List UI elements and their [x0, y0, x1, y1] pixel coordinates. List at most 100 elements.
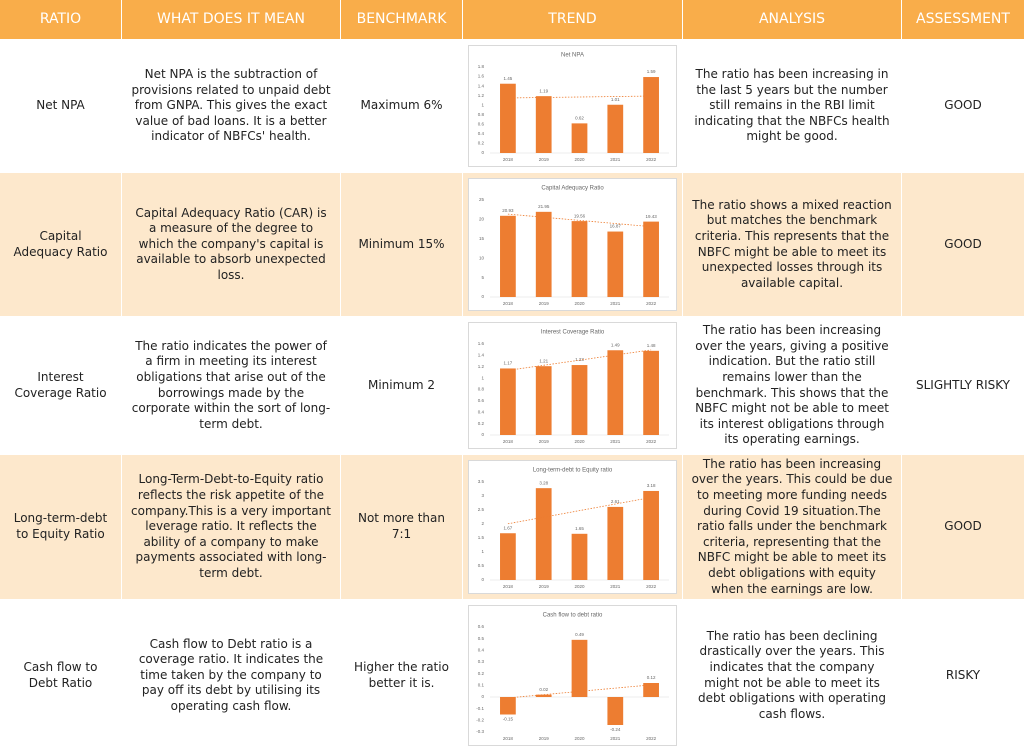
x-tick-label: 2022	[646, 439, 657, 444]
column-header: WHAT DOES IT MEAN	[122, 0, 340, 39]
bar	[500, 215, 516, 297]
bar	[500, 533, 516, 580]
ratio-name: Net NPA	[0, 40, 121, 172]
x-tick-label: 2022	[646, 584, 657, 589]
meaning: Long-Term-Debt-to-Equity ratio reflects …	[122, 455, 340, 599]
value-label: 1.65	[575, 526, 584, 531]
y-tick-label: 1	[481, 549, 484, 554]
chart-title: Cash flow to debt ratio	[543, 613, 603, 619]
bar	[607, 697, 624, 725]
value-label: 2.61	[611, 499, 620, 504]
bar	[607, 104, 624, 153]
assessment: RISKY	[902, 600, 1024, 751]
mini-chart: Capital Adequacy Ratio 0 5 10 15 20 25 20.93 201…	[468, 178, 677, 311]
bar	[571, 221, 588, 297]
value-label: 1.67	[504, 525, 513, 530]
x-tick-label: 2020	[574, 736, 585, 741]
y-tick-label: 1.6	[478, 74, 485, 79]
y-tick-label: 0	[481, 694, 484, 699]
bar	[643, 490, 659, 580]
benchmark: Minimum 15%	[341, 173, 462, 316]
y-tick-label: 0.8	[478, 112, 485, 117]
analysis: The ratio has been increasing over the y…	[683, 455, 901, 599]
value-label: 20.93	[502, 208, 514, 213]
bar	[643, 350, 659, 435]
assessment: GOOD	[902, 173, 1024, 316]
y-tick-label: 25	[479, 197, 485, 202]
analysis: The ratio has been declining drastically…	[683, 600, 901, 751]
value-label: 0.12	[647, 675, 656, 680]
x-tick-label: 2018	[503, 439, 514, 444]
x-tick-label: 2020	[574, 584, 585, 589]
y-tick-label: 0.6	[478, 624, 485, 629]
y-tick-label: 1	[481, 375, 484, 380]
chart-title: Net NPA	[561, 53, 584, 59]
y-tick-label: 2	[481, 521, 484, 526]
ratio-name: Interest Coverage Ratio	[0, 317, 121, 454]
x-tick-label: 2018	[503, 157, 514, 162]
y-tick-label: 1.4	[478, 353, 485, 358]
value-label: 0.49	[575, 632, 584, 637]
y-tick-label: 0	[481, 150, 484, 155]
x-tick-label: 2019	[539, 157, 550, 162]
trend-cell: Capital Adequacy Ratio 0 5 10 15 20 25 20.93 201…	[463, 173, 682, 316]
ratio-name: Cash flow to Debt Ratio	[0, 600, 121, 751]
value-label: 19.56	[574, 213, 586, 218]
benchmark: Minimum 2	[341, 317, 462, 454]
y-tick-label: 2.5	[478, 507, 485, 512]
trend-line	[507, 349, 652, 371]
y-tick-label: 0.4	[478, 131, 485, 136]
y-tick-label: 0.8	[478, 387, 485, 392]
y-tick-label: 0.3	[478, 659, 485, 664]
y-tick-label: 3.5	[478, 479, 485, 484]
y-tick-label: 20	[479, 217, 485, 222]
benchmark: Not more than 7:1	[341, 455, 462, 599]
value-label: 1.59	[647, 69, 656, 74]
mini-chart: Long-term-debt to Equity ratio 0 0.5 1 1.5 2 2…	[468, 460, 677, 594]
value-label: 1.17	[504, 361, 513, 366]
value-label: 0.02	[539, 687, 548, 692]
mini-chart: Interest Coverage Ratio 0 0.2 0.4 0.6 0.8 1 1.2…	[468, 322, 677, 449]
column-header: BENCHMARK	[341, 0, 462, 39]
y-tick-label: 0.2	[478, 141, 485, 146]
bar	[643, 77, 659, 153]
y-tick-label: 0.2	[478, 671, 485, 676]
value-label: -0.24	[610, 727, 621, 732]
trend-cell: Long-term-debt to Equity ratio 0 0.5 1 1.5 2 2…	[463, 455, 682, 599]
bar	[500, 83, 516, 153]
x-tick-label: 2021	[610, 736, 621, 741]
x-tick-label: 2018	[503, 736, 514, 741]
x-tick-label: 2019	[539, 736, 550, 741]
value-label: 1.01	[611, 97, 620, 102]
benchmark: Higher the ratio better it is.	[341, 600, 462, 751]
y-tick-label: 1.6	[478, 341, 485, 346]
bar	[500, 697, 516, 715]
column-header: ANALYSIS	[683, 0, 901, 39]
mini-chart: Net NPA 0 0.2 0.4 0.6 0.8 1 1.2 1.4 1.6 1.8 1.45 201…	[468, 45, 677, 167]
y-tick-label: 0	[481, 432, 484, 437]
analysis: The ratio has been increasing in the las…	[683, 40, 901, 172]
value-label: 1.49	[611, 342, 620, 347]
mini-chart: Cash flow to debt ratio -0.3 -0.2 -0.1 0 0.1 0…	[468, 605, 677, 746]
ratio-name: Capital Adequacy Ratio	[0, 173, 121, 316]
value-label: -0.15	[503, 717, 514, 722]
value-label: 21.95	[538, 204, 550, 209]
y-tick-label: -0.2	[476, 718, 484, 723]
y-tick-label: 1.2	[478, 93, 485, 98]
analysis: The ratio shows a mixed reaction but mat…	[683, 173, 901, 316]
y-tick-label: 1.5	[478, 535, 485, 540]
value-label: 1.21	[539, 358, 548, 363]
y-tick-label: 0.6	[478, 122, 485, 127]
y-tick-label: -0.1	[476, 706, 484, 711]
column-header: RATIO	[0, 0, 121, 39]
bar	[607, 506, 624, 580]
value-label: 1.19	[539, 88, 548, 93]
x-tick-label: 2021	[610, 584, 621, 589]
bar	[535, 694, 552, 697]
meaning: Net NPA is the subtraction of provisions…	[122, 40, 340, 172]
bar	[643, 683, 659, 697]
trend-line	[507, 497, 652, 525]
bar	[607, 350, 624, 435]
value-label: 3.28	[539, 480, 548, 485]
